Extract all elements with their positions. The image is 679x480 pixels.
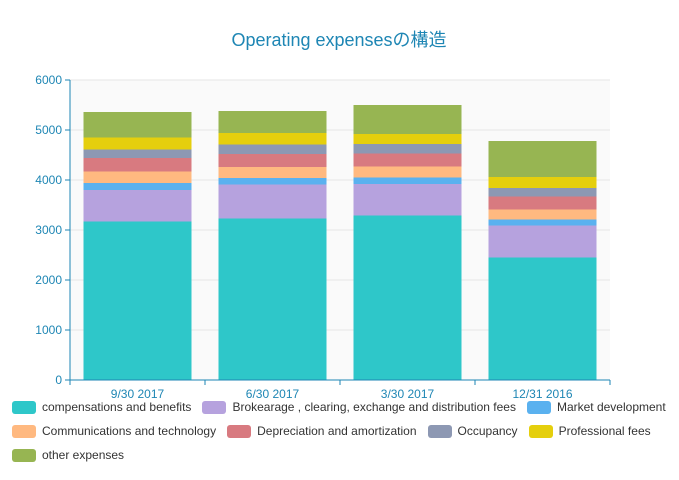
bar-segment[interactable] [353, 134, 462, 144]
bar-segment[interactable] [353, 166, 462, 178]
bar-segment[interactable] [218, 184, 327, 219]
legend-item[interactable]: Occupancy [427, 422, 518, 440]
bar-segment[interactable] [488, 257, 597, 381]
y-tick-label: 6000 [35, 73, 62, 87]
bar-segment[interactable] [218, 167, 327, 178]
bar-segment[interactable] [218, 178, 327, 185]
legend-swatch [526, 400, 551, 414]
legend-label: Brokearage , clearing, exchange and dist… [232, 400, 516, 414]
bar-segment[interactable] [353, 153, 462, 167]
bar-segment[interactable] [83, 183, 192, 190]
legend-label: other expenses [42, 448, 125, 462]
x-tick-label: 3/30 2017 [381, 387, 435, 398]
bar-segment[interactable] [353, 105, 462, 134]
bar-segment[interactable] [353, 184, 462, 216]
bar-segment[interactable] [218, 111, 327, 133]
chart-title: Operating expensesの構造 [231, 30, 446, 50]
bar-segment[interactable] [83, 158, 192, 172]
bar-segment[interactable] [218, 144, 327, 155]
bar-segment[interactable] [83, 221, 192, 381]
legend-swatch [12, 448, 36, 462]
bar-segment[interactable] [83, 190, 192, 222]
legend-label: Communications and technology [42, 424, 217, 438]
bar-segment[interactable] [353, 144, 462, 154]
bar-segment[interactable] [83, 137, 192, 150]
bars-group [83, 105, 597, 381]
legend-label: Depreciation and amortization [257, 424, 417, 438]
legend-label: Market development [556, 400, 666, 414]
legend-item[interactable]: Depreciation and amortization [227, 422, 417, 440]
bar-segment[interactable] [353, 215, 462, 381]
y-tick-label: 2000 [35, 273, 62, 287]
x-tick-label: 6/30 2017 [246, 387, 300, 398]
y-tick-label: 5000 [35, 123, 62, 137]
y-axis: 0 1000 2000 3000 4000 5000 6000 [35, 73, 71, 387]
bar-segment[interactable] [218, 133, 327, 145]
bar-segment[interactable] [353, 177, 462, 185]
legend-item[interactable]: Professional fees [528, 422, 651, 440]
legend-item[interactable]: other expenses [12, 446, 124, 464]
legend-swatch [528, 424, 553, 438]
legend-label: Occupancy [457, 424, 518, 438]
bar-segment[interactable] [488, 209, 597, 220]
bar-segment[interactable] [218, 218, 327, 381]
x-tick-label: 12/31 2016 [512, 387, 572, 398]
bar-segment[interactable] [488, 188, 597, 197]
legend-swatch [202, 400, 227, 414]
y-tick-label: 0 [55, 373, 62, 387]
bar-segment[interactable] [218, 154, 327, 167]
legend-swatch [12, 424, 36, 438]
bar-segment[interactable] [83, 112, 192, 138]
bar-segment[interactable] [83, 171, 192, 184]
legend-swatch [12, 400, 36, 414]
y-tick-label: 1000 [35, 323, 62, 337]
legend-item[interactable]: Brokearage , clearing, exchange and dist… [202, 398, 516, 416]
legend-swatch [227, 424, 252, 438]
bar-segment[interactable] [488, 196, 597, 210]
bar-segment[interactable] [488, 225, 597, 258]
legend-label: Professional fees [558, 424, 651, 438]
x-axis: 9/30 2017 6/30 2017 3/30 2017 12/31 2016 [69, 379, 611, 398]
y-tick-label: 4000 [35, 173, 62, 187]
legend-item[interactable]: Communications and technology [12, 422, 216, 440]
legend-item[interactable]: Market development [526, 398, 666, 416]
y-tick-label: 3000 [35, 223, 62, 237]
stacked-bar-chart: Operating expensesの構造 0 1000 2000 3000 4000 5… [35, 30, 611, 398]
bar-segment[interactable] [83, 149, 192, 159]
bar-segment[interactable] [488, 177, 597, 188]
bar-segment[interactable] [488, 219, 597, 226]
legend-swatch [427, 424, 452, 438]
legend-label: compensations and benefits [42, 400, 192, 414]
legend-item[interactable]: compensations and benefits [12, 398, 191, 416]
x-tick-label: 9/30 2017 [111, 387, 165, 398]
bar-segment[interactable] [488, 141, 597, 177]
legend: compensations and benefits Brokearage , c… [12, 398, 677, 464]
